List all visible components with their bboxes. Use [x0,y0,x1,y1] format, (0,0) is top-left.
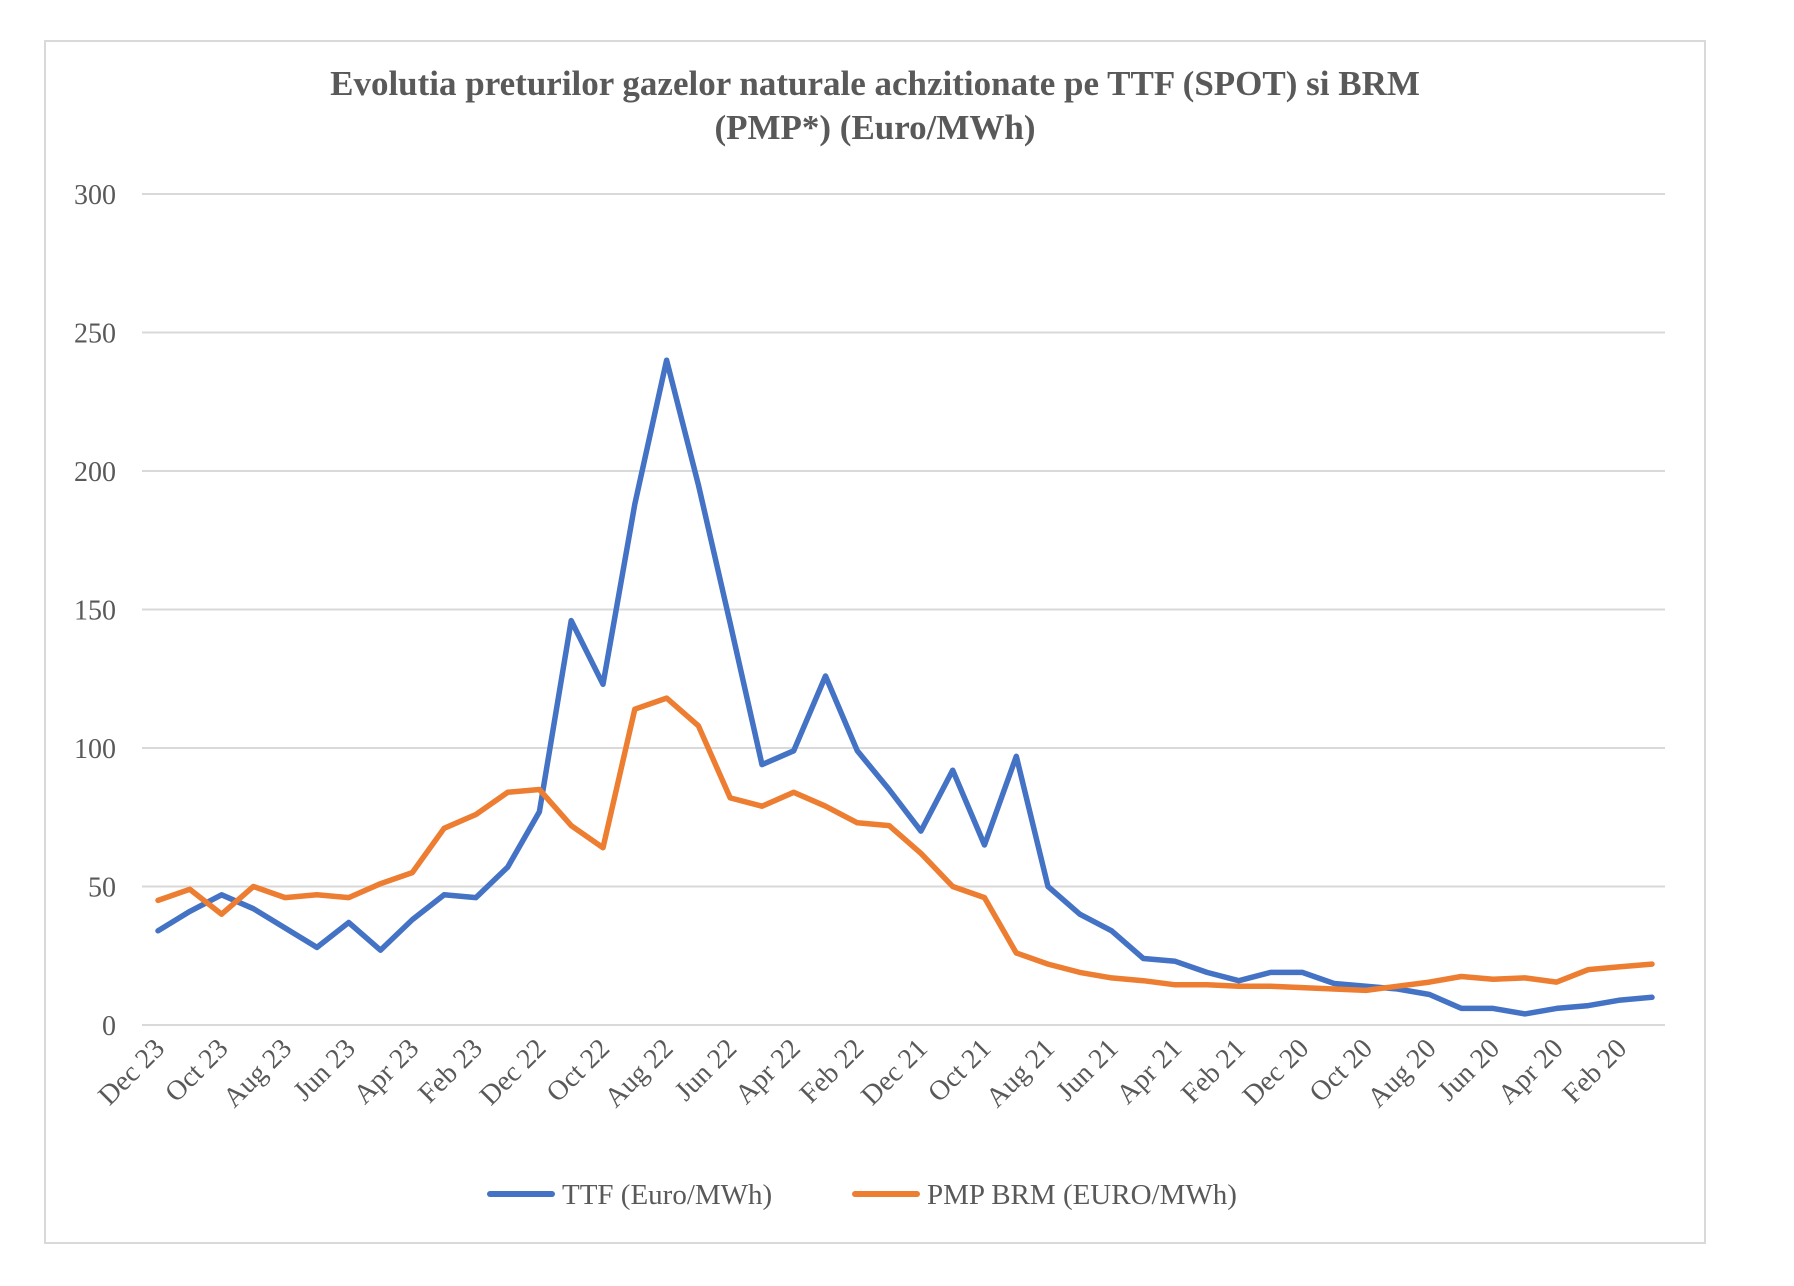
series-line-ttf [155,357,1655,1017]
chart-title: Evolutia preturilor gazelor naturale ach… [44,62,1706,150]
x-tick-label-apr-22: Apr 22 [729,1033,806,1110]
y-tick-label-250: 250 [74,319,116,350]
x-tick-label-jun-21: Jun 21 [1050,1033,1124,1107]
x-tick-label-jun-23: Jun 23 [287,1033,361,1107]
x-tick-label-jun-20: Jun 20 [1432,1033,1506,1107]
x-tick-label-apr-21: Apr 21 [1111,1033,1188,1110]
y-tick-label-100: 100 [74,734,116,765]
x-tick-label-aug-23: Aug 23 [217,1033,298,1114]
x-tick-label-aug-20: Aug 20 [1362,1033,1443,1114]
series-line-pmp-brm [155,695,1655,994]
x-tick-label-dec-23: Dec 23 [92,1033,171,1112]
x-tick-label-dec-20: Dec 20 [1237,1033,1316,1112]
y-tick-label-50: 50 [88,873,116,904]
x-tick-label-aug-21: Aug 21 [980,1033,1061,1114]
legend-label-pmp-brm: PMP BRM (EURO/MWh) [927,1179,1237,1211]
y-tick-label-0: 0 [102,1011,116,1042]
x-tick-label-feb-23: Feb 23 [412,1033,488,1109]
x-tick-label-aug-22: Aug 22 [599,1033,680,1114]
legend-label-ttf: TTF (Euro/MWh) [562,1179,772,1211]
y-tick-label-200: 200 [74,457,116,488]
x-tick-label-jun-22: Jun 22 [669,1033,743,1107]
x-tick-label-feb-22: Feb 22 [794,1033,870,1109]
x-tick-label-feb-21: Feb 21 [1175,1033,1251,1109]
y-tick-label-150: 150 [74,596,116,627]
chart-title-line-2: (PMP*) (Euro/MWh) [714,108,1036,147]
x-tick-label-dec-22: Dec 22 [474,1033,553,1112]
x-tick-label-apr-23: Apr 23 [348,1033,425,1110]
x-tick-label-dec-21: Dec 21 [855,1033,934,1112]
x-tick-label-apr-20: Apr 20 [1492,1033,1569,1110]
y-tick-label-300: 300 [74,180,116,211]
chart-frame [44,40,1706,1244]
chart-title-line-1: Evolutia preturilor gazelor naturale ach… [330,64,1420,103]
x-tick-label-feb-20: Feb 20 [1557,1033,1633,1109]
